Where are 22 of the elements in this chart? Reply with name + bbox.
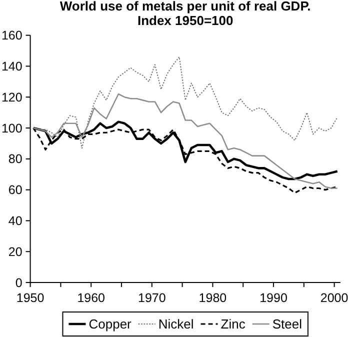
y-tick-label: 0 [15,276,22,290]
y-tick-label: 40 [8,214,22,228]
y-tick-label: 120 [1,90,22,104]
chart-subtitle: Index 1950=100 [137,13,234,28]
legend-label: Copper [88,316,132,332]
legend-label: Nickel [158,316,194,332]
x-tick-label: 1990 [260,291,288,305]
legend-label: Steel [272,316,302,332]
legend-label: Zinc [220,316,246,332]
chart-title: World use of metals per unit of real GDP. [60,0,311,14]
y-tick-label: 80 [8,152,22,166]
y-tick-label: 140 [1,60,22,74]
y-tick-label: 20 [8,244,22,259]
x-tick-label: 1970 [138,291,166,305]
x-tick-label: 1950 [16,291,44,305]
x-tick-label: 2000 [320,291,348,305]
y-tick-label: 60 [8,183,22,198]
x-tick-label: 1980 [198,291,227,305]
line-series [32,93,338,189]
x-tick-label: 1960 [77,291,106,305]
y-tick-label: 100 [1,121,22,136]
y-tick-label: 160 [1,28,22,43]
